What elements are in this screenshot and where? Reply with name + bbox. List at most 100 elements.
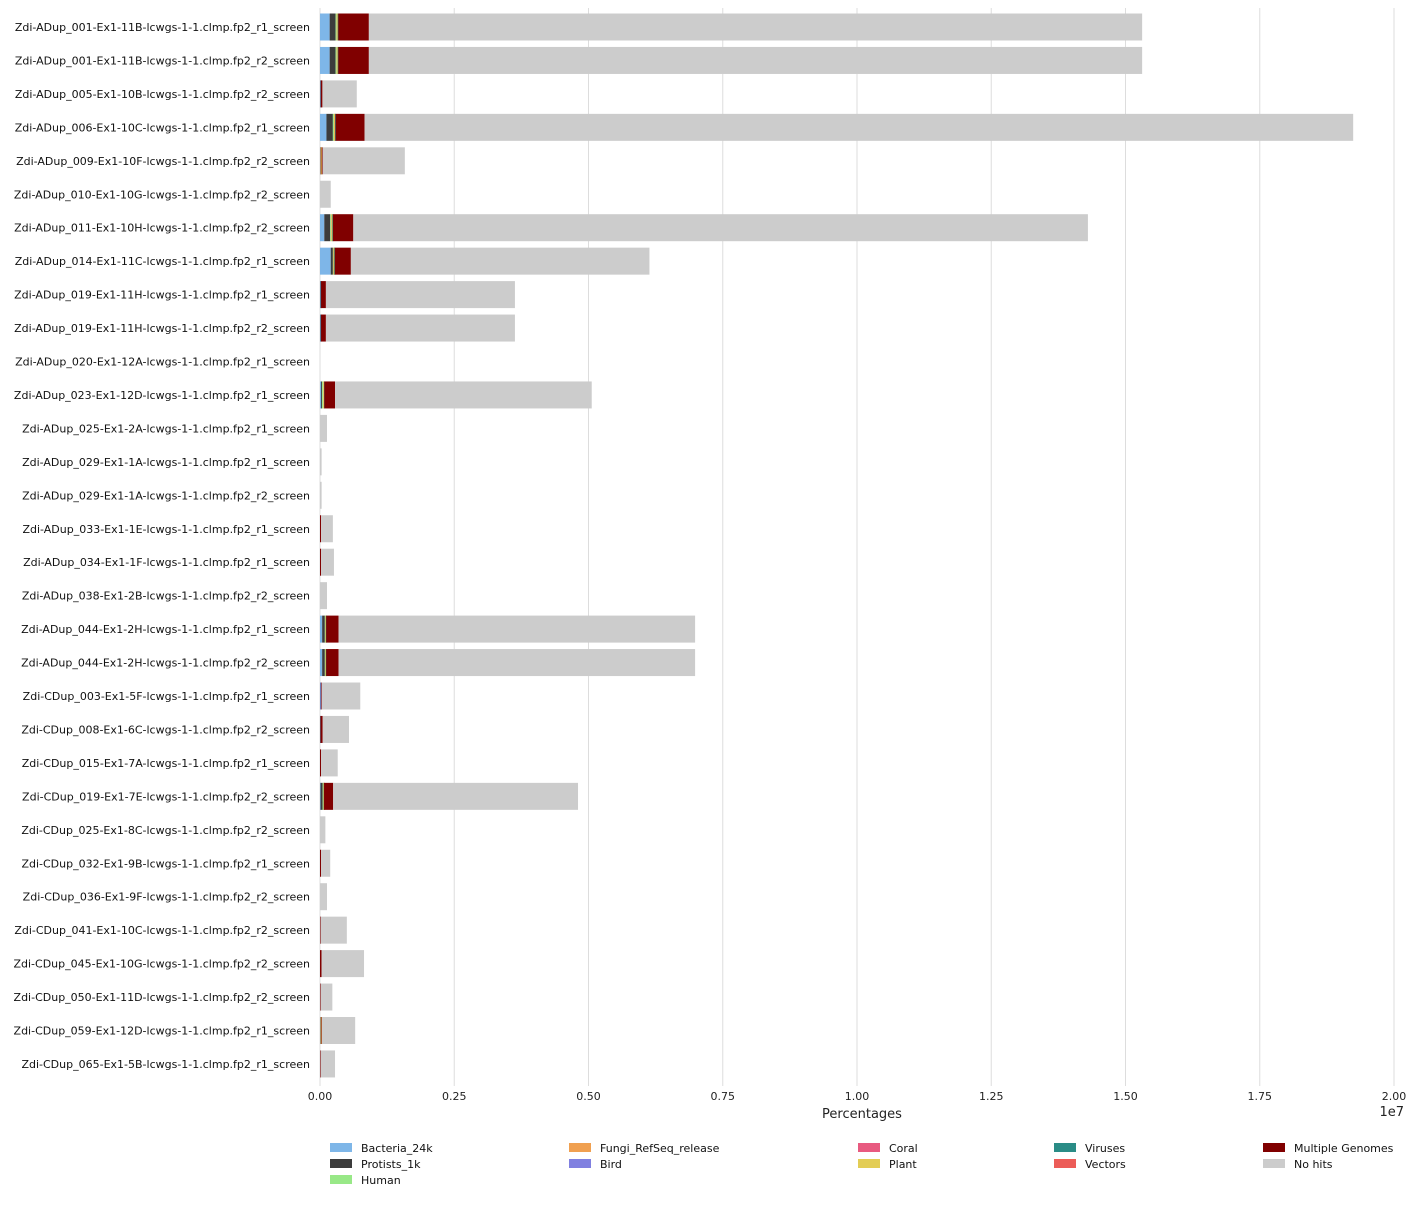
bar-segment: [320, 13, 330, 41]
y-tick-label: Zdi-CDup_025-Ex1-8C-lcwgs-1-1.clmp.fp2_r…: [21, 824, 310, 837]
bar-segment: [320, 1050, 321, 1078]
bar-segment: [321, 1017, 356, 1044]
bar-segment: [320, 80, 323, 108]
bar-segment: [336, 13, 338, 41]
legend-label: Vectors: [1085, 1158, 1126, 1171]
bar-segment: [322, 715, 349, 743]
legend-swatch: [858, 1143, 880, 1152]
bar-segment: [321, 749, 338, 777]
legend-label: Fungi_RefSeq_release: [600, 1142, 720, 1155]
bar-segment: [353, 214, 1088, 242]
bar-segment: [320, 147, 322, 175]
bar-segment: [320, 983, 321, 1011]
y-tick-label: Zdi-CDup_059-Ex1-12D-lcwgs-1-1.clmp.fp2_…: [14, 1025, 310, 1038]
x-axis-offset-label: 1e7: [1379, 1105, 1404, 1120]
y-tick-label: Zdi-CDup_041-Ex1-10C-lcwgs-1-1.clmp.fp2_…: [14, 924, 310, 937]
bar-segment: [320, 983, 333, 1011]
legend-label: Multiple Genomes: [1294, 1142, 1394, 1155]
bar-segment: [337, 13, 339, 41]
bar-segment: [335, 113, 337, 141]
bar-segment: [321, 147, 323, 175]
x-tick-label: 1.75: [1248, 1090, 1273, 1103]
bar-segment: [320, 782, 323, 810]
bar-segment: [321, 548, 334, 576]
bar-segment: [320, 916, 347, 944]
legend-swatch: [1263, 1143, 1285, 1152]
legend-label: Human: [361, 1174, 401, 1187]
bar-segment: [334, 247, 351, 275]
y-tick-label: Zdi-ADup_001-Ex1-11B-lcwgs-1-1.clmp.fp2_…: [15, 21, 310, 34]
bar-segment: [333, 782, 579, 810]
x-tick-label: 1.50: [1113, 1090, 1138, 1103]
y-tick-label: Zdi-ADup_005-Ex1-10B-lcwgs-1-1.clmp.fp2_…: [15, 88, 310, 101]
bar-segment: [320, 950, 322, 978]
bar-segment: [335, 381, 592, 409]
y-tick-label: Zdi-ADup_010-Ex1-10G-lcwgs-1-1.clmp.fp2_…: [14, 188, 310, 201]
bar-segment: [320, 883, 327, 911]
bar-segment: [321, 682, 323, 710]
bar-segment: [324, 782, 334, 810]
x-tick-label: 2.00: [1382, 1090, 1407, 1103]
bar-segment: [322, 80, 357, 108]
x-tick-label: 0.50: [576, 1090, 601, 1103]
x-tick-label: 1.00: [845, 1090, 870, 1103]
legend-swatch: [330, 1175, 352, 1184]
legend-swatch: [1054, 1159, 1076, 1168]
bar-segment: [338, 615, 696, 643]
bar-segment: [321, 381, 323, 409]
legend-label: Coral: [889, 1142, 918, 1155]
y-tick-label: Zdi-CDup_045-Ex1-10G-lcwgs-1-1.clmp.fp2_…: [13, 958, 310, 971]
bar-segment: [322, 782, 324, 810]
y-tick-labels: Zdi-ADup_001-Ex1-11B-lcwgs-1-1.clmp.fp2_…: [13, 21, 310, 1071]
bar-segment: [324, 381, 336, 409]
bar-segment: [334, 113, 336, 141]
bar-segment: [320, 448, 322, 476]
bar-segment: [320, 80, 321, 108]
y-tick-label: Zdi-ADup_011-Ex1-10H-lcwgs-1-1.clmp.fp2_…: [14, 222, 310, 235]
bar-segment: [320, 381, 322, 409]
bar-segment: [321, 1017, 323, 1044]
y-tick-label: Zdi-ADup_001-Ex1-11B-lcwgs-1-1.clmp.fp2_…: [15, 54, 310, 67]
y-tick-label: Zdi-ADup_019-Ex1-11H-lcwgs-1-1.clmp.fp2_…: [14, 322, 310, 335]
grid-lines: [319, 8, 1395, 1086]
bar-segment: [333, 247, 335, 275]
bar-segment: [320, 782, 321, 810]
legend-label: No hits: [1294, 1158, 1333, 1171]
bar-segment: [329, 13, 336, 41]
y-tick-label: Zdi-ADup_014-Ex1-11C-lcwgs-1-1.clmp.fp2_…: [15, 255, 310, 268]
bar-segment: [331, 214, 333, 242]
x-tick-label: 0.25: [442, 1090, 467, 1103]
bar-segment: [333, 113, 335, 141]
bar-segment: [321, 515, 333, 543]
bar-segment: [330, 214, 332, 242]
bar-segment: [368, 13, 1143, 41]
y-tick-label: Zdi-ADup_044-Ex1-2H-lcwgs-1-1.clmp.fp2_r…: [21, 623, 310, 636]
bar-segment: [321, 849, 331, 877]
bar-segment: [320, 46, 330, 74]
bar-segment: [320, 916, 321, 944]
legend: Bacteria_24k Protists_1k Human Fungi_RefSeq…: [330, 1142, 1394, 1187]
legend-swatch: [569, 1159, 591, 1168]
bar-segment: [337, 46, 339, 74]
bar-segment: [364, 113, 1354, 141]
bar-segment: [338, 649, 696, 677]
bar-segment: [335, 13, 337, 41]
y-tick-label: Zdi-CDup_036-Ex1-9F-lcwgs-1-1.clmp.fp2_r…: [23, 891, 310, 904]
bar-segment: [320, 515, 322, 543]
bar-segment: [350, 247, 650, 275]
y-tick-label: Zdi-CDup_050-Ex1-11D-lcwgs-1-1.clmp.fp2_…: [14, 991, 310, 1004]
bar-segment: [337, 46, 339, 74]
bar-segment: [326, 113, 333, 141]
bars: [320, 13, 1354, 1078]
legend-label: Bacteria_24k: [361, 1142, 433, 1155]
bar-segment: [324, 214, 331, 242]
legend-label: Plant: [889, 1158, 917, 1171]
bar-segment: [330, 247, 333, 275]
bar-segment: [335, 113, 365, 141]
y-tick-label: Zdi-ADup_006-Ex1-10C-lcwgs-1-1.clmp.fp2_…: [15, 121, 310, 134]
x-axis-label: Percentages: [822, 1107, 902, 1122]
bar-segment: [332, 214, 354, 242]
bar-segment: [322, 381, 324, 409]
bar-segment: [320, 548, 322, 576]
legend-label: Bird: [600, 1158, 622, 1171]
